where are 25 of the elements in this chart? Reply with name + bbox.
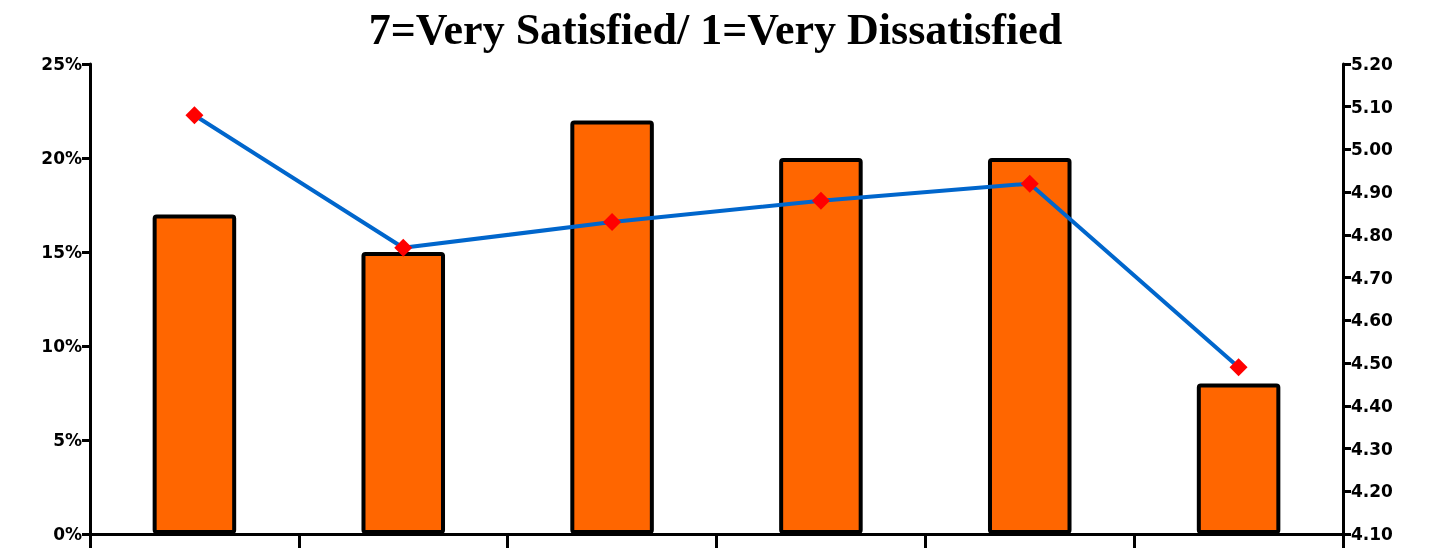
point: [394, 238, 413, 257]
point: [811, 191, 830, 210]
y-tick-label: 5%: [53, 430, 82, 450]
y2-tick-label: 4.30: [1351, 438, 1394, 459]
y2-tick-label: 4.90: [1351, 182, 1394, 203]
y2-tick-label: 4.50: [1351, 353, 1394, 374]
point: [185, 106, 204, 125]
chart-title: 7=Very Satisfied/ 1=Very Dissatisfied: [368, 4, 1063, 54]
y2-tick-label: 5.10: [1351, 96, 1394, 117]
y-tick-label: 0%: [53, 524, 82, 544]
y-tick-label: 10%: [41, 336, 82, 356]
y2-tick-label: 5.20: [1351, 54, 1394, 74]
y2-tick-label: 4.80: [1351, 224, 1394, 245]
y2-tick-label: 4.20: [1351, 481, 1394, 502]
y2-tick-label: 4.70: [1351, 267, 1394, 288]
y-tick-label: 25%: [41, 54, 82, 74]
point: [1229, 358, 1248, 377]
point: [603, 213, 622, 232]
y2-tick-label: 4.40: [1351, 395, 1394, 416]
point: [1020, 174, 1039, 193]
y2-tick-label: 5.00: [1351, 139, 1394, 160]
y-tick-label: 20%: [41, 148, 82, 168]
y-tick-label: 15%: [41, 242, 82, 262]
y2-tick-label: 4.60: [1351, 310, 1394, 331]
y2-tick-label: 4.10: [1351, 524, 1394, 544]
